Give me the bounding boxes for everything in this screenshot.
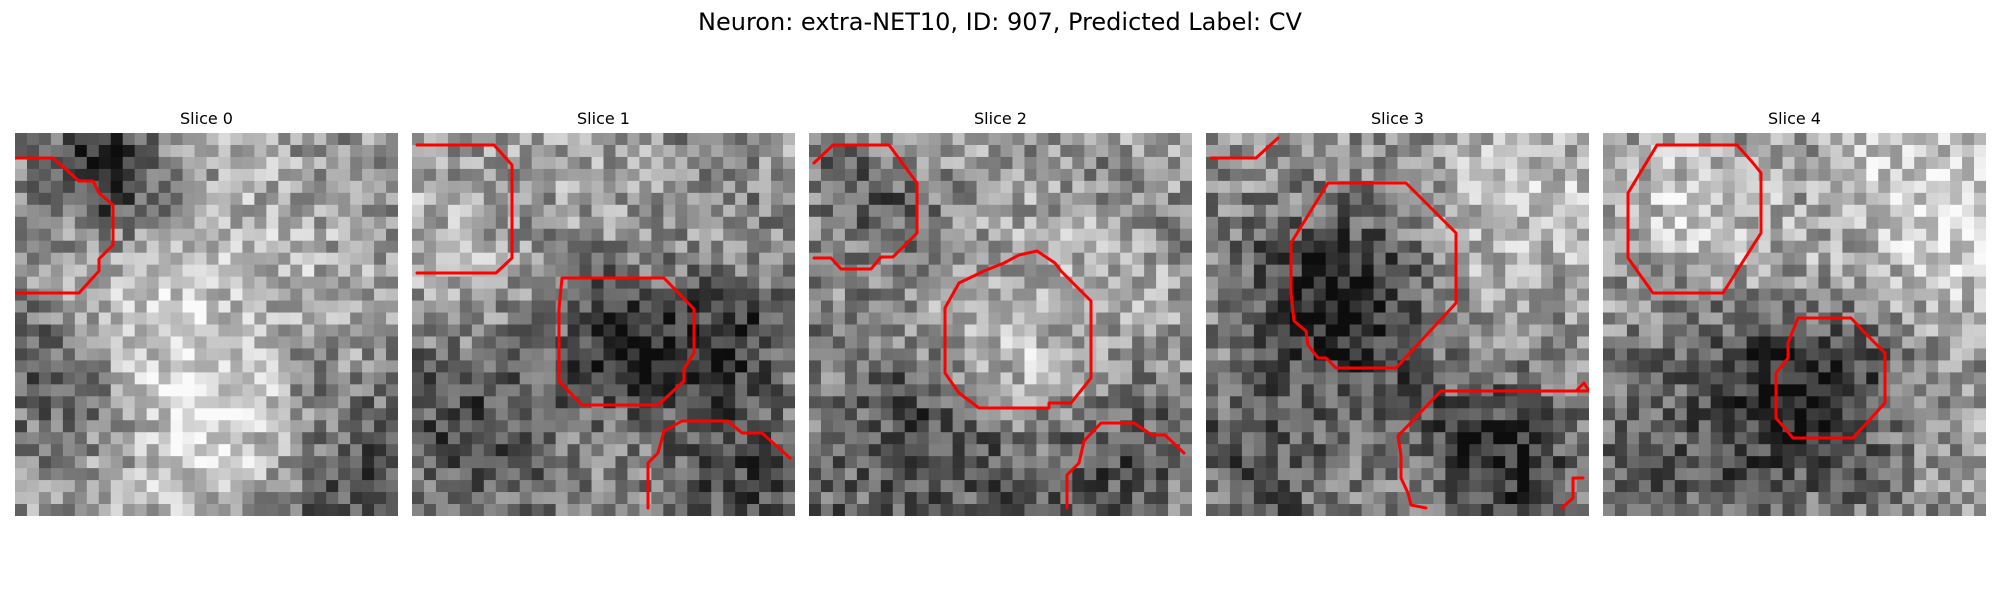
slice-title: Slice 4 — [1768, 109, 1821, 128]
slice-panel-0: Slice 0 — [15, 108, 398, 516]
slice-image — [809, 133, 1192, 516]
contour-line — [1289, 181, 1458, 370]
contour-line — [1209, 136, 1280, 160]
contour-line — [1065, 421, 1186, 510]
slice-panel-4: Slice 4 — [1603, 108, 1986, 516]
contour-line — [15, 156, 115, 295]
contour-line — [415, 143, 514, 275]
slice-panel-1: Slice 1 — [412, 108, 795, 516]
slice-image — [1603, 133, 1986, 516]
contour-line — [1396, 381, 1589, 510]
contour-line — [646, 419, 792, 510]
contour-line — [1626, 143, 1763, 295]
slice-image — [412, 133, 795, 516]
figure-title: Neuron: extra-NET10, ID: 907, Predicted … — [698, 8, 1302, 36]
slice-panel-3: Slice 3 — [1206, 108, 1589, 516]
contour-line — [943, 249, 1093, 410]
slice-title: Slice 0 — [180, 109, 233, 128]
slice-panel-2: Slice 2 — [809, 108, 1192, 516]
contour-line — [1560, 476, 1585, 510]
slice-image — [1206, 133, 1589, 516]
contour-line — [557, 276, 696, 407]
contour-line — [1774, 316, 1887, 440]
slice-title: Slice 3 — [1371, 109, 1424, 128]
contour-line — [812, 143, 919, 271]
slice-image — [15, 133, 398, 516]
slice-title: Slice 1 — [577, 109, 630, 128]
slice-title: Slice 2 — [974, 109, 1027, 128]
